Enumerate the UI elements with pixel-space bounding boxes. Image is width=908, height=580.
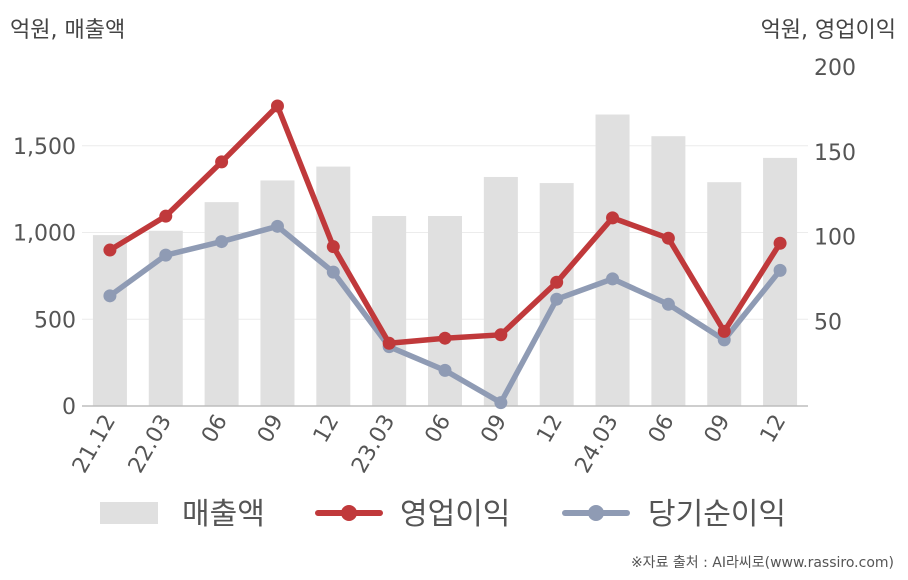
right-tick-label: 150	[814, 141, 856, 166]
data-point	[494, 396, 508, 410]
data-point	[438, 363, 452, 377]
legend-marker	[588, 505, 604, 521]
x-tick-label: 09	[476, 411, 512, 448]
data-point	[103, 289, 117, 303]
left-tick-label: 1,000	[13, 222, 76, 247]
bar	[260, 180, 295, 406]
right-tick-label: 50	[814, 310, 842, 335]
bar	[595, 114, 630, 407]
x-tick-label: 06	[421, 411, 457, 448]
bar	[92, 235, 127, 406]
data-point	[773, 236, 787, 250]
data-point	[550, 292, 564, 306]
data-point	[326, 240, 340, 254]
x-tick-label: 06	[644, 411, 680, 448]
left-tick-label: 0	[62, 395, 76, 420]
x-tick-label: 12	[756, 411, 792, 448]
data-point	[661, 297, 675, 311]
data-point	[270, 99, 284, 113]
x-tick-label: 24.03	[571, 411, 624, 478]
x-tick-label: 12	[309, 411, 345, 448]
data-point	[159, 209, 173, 223]
data-point	[550, 275, 564, 289]
legend-swatch	[100, 502, 158, 524]
source-credit: ※자료 출처 : AI라씨로(www.rassiro.com)	[630, 555, 894, 571]
left-tick-label: 500	[34, 308, 76, 333]
data-point	[606, 272, 620, 286]
data-point	[159, 248, 173, 262]
data-point	[326, 265, 340, 279]
x-tick-label: 21.12	[68, 411, 121, 478]
legend-label: 영업이익	[400, 497, 510, 532]
legend-label: 당기순이익	[648, 497, 786, 532]
data-point	[606, 211, 620, 225]
x-tick-label: 23.03	[347, 411, 400, 478]
right-axis-unit-label: 억원, 영업이익	[760, 18, 896, 43]
x-tick-label: 09	[253, 411, 289, 448]
data-point	[717, 324, 731, 338]
data-point	[215, 155, 229, 169]
data-point	[215, 235, 229, 249]
data-point	[103, 243, 117, 257]
data-point	[661, 231, 675, 245]
data-point	[494, 328, 508, 342]
bar	[204, 202, 239, 406]
data-point	[270, 219, 284, 233]
x-tick-label: 22.03	[124, 411, 177, 478]
data-point	[438, 331, 452, 345]
left-tick-label: 1,500	[13, 135, 76, 160]
bar	[651, 136, 686, 406]
legend-label: 매출액	[182, 497, 265, 532]
data-point	[773, 263, 787, 277]
x-tick-label: 06	[197, 411, 233, 448]
bar	[707, 182, 742, 406]
x-tick-label: 12	[532, 411, 568, 448]
right-tick-label: 200	[814, 56, 856, 81]
data-point	[382, 336, 396, 350]
bar	[372, 216, 407, 406]
legend-marker	[341, 505, 357, 521]
x-tick-label: 09	[700, 411, 736, 448]
right-tick-label: 100	[814, 226, 856, 251]
bar	[483, 176, 518, 406]
left-axis-unit-label: 억원, 매출액	[10, 18, 126, 43]
